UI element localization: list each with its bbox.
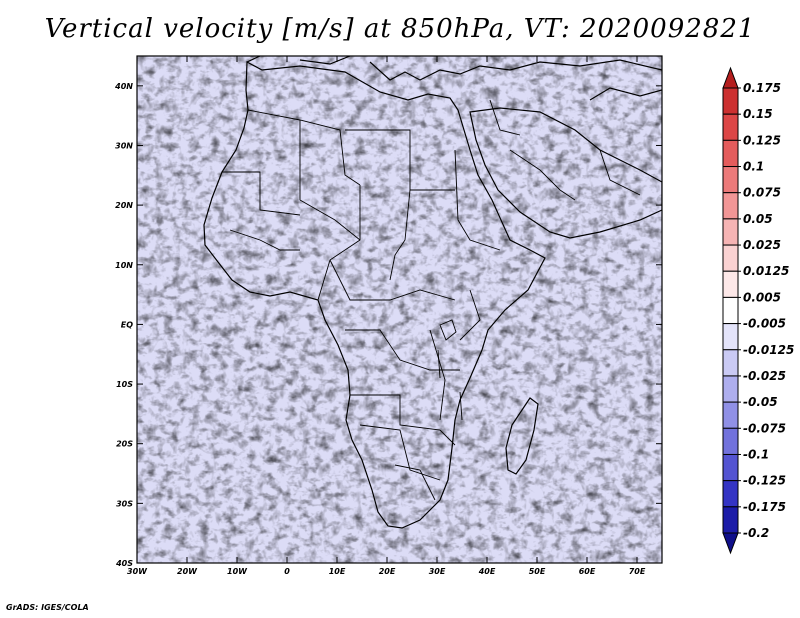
colorbar-swatch — [722, 506, 739, 534]
lat-label: 40N — [114, 82, 133, 91]
plot-frame — [136, 55, 663, 564]
colorbar-label: -0.175 — [743, 500, 786, 514]
colorbar-swatch — [722, 244, 739, 272]
colorbar-swatch — [722, 453, 739, 482]
colorbar-label: 0.025 — [743, 238, 781, 252]
colorbar-swatch — [722, 270, 739, 298]
lon-label: 20E — [379, 567, 396, 576]
colorbar-label: 0.175 — [743, 81, 781, 95]
lon-label: 70E — [629, 567, 646, 576]
lat-label: 30N — [115, 141, 133, 150]
madagascar-coastline — [505, 397, 539, 475]
latitude-axis: 40N 30N 20N 10N EQ 10S 20S 30S 40S — [114, 82, 662, 568]
country-borders — [222, 99, 641, 501]
lon-label: 50E — [529, 567, 546, 576]
colorbar-swatch — [722, 323, 739, 351]
colorbar-swatch — [722, 401, 739, 429]
colorbar-label: 0.075 — [743, 186, 781, 200]
colorbar-swatch — [722, 349, 739, 377]
colorbar-top-triangle — [722, 66, 739, 89]
colorbar-label: -0.075 — [743, 421, 786, 435]
colorbar-swatch — [722, 375, 739, 403]
arabia-coastline — [469, 107, 662, 239]
lon-label: 10W — [227, 567, 248, 576]
chart-title: Vertical velocity [m/s] at 850hPa, VT: 2… — [44, 14, 756, 44]
lon-label: 40E — [478, 567, 496, 576]
colorbar-label: -0.0125 — [743, 343, 794, 357]
lon-label: 60E — [579, 567, 596, 576]
lat-label: 20S — [116, 440, 133, 449]
colorbar-swatch — [722, 192, 739, 220]
africa-coastline — [203, 61, 546, 529]
lat-label: 20N — [115, 201, 133, 210]
lat-label: 40S — [115, 559, 133, 568]
colorbar-label: 0.005 — [743, 290, 781, 304]
colorbar-swatch — [722, 218, 739, 246]
coastlines — [203, 56, 662, 529]
colorbar-label: 0.15 — [743, 107, 773, 121]
lat-label: EQ — [121, 320, 133, 329]
lon-label: 0 — [284, 567, 290, 576]
colorbar-label: 0.1 — [743, 160, 764, 174]
lat-label: 10S — [116, 380, 133, 389]
lat-label: 10N — [115, 261, 133, 270]
lon-label: 10E — [329, 567, 346, 576]
colorbar-label: 0.0125 — [743, 264, 789, 278]
lakes — [437, 319, 463, 421]
colorbar-label: -0.05 — [743, 395, 778, 409]
colorbar-swatch — [722, 166, 739, 194]
colorbar-swatch — [722, 113, 739, 141]
velocity-field — [137, 56, 662, 563]
colorbar-label: -0.025 — [743, 369, 786, 383]
colorbar-bottom-triangle — [722, 532, 739, 555]
colorbar-label: 0.05 — [743, 212, 773, 226]
colorbar-swatch — [722, 139, 739, 168]
longitude-axis: 30W 20W 10W 0 10E 20E 30E 40E 50E 60E 70E — [127, 56, 646, 576]
credit-text: GrADS: IGES/COLA — [6, 603, 89, 612]
colorbar-label: -0.1 — [743, 447, 769, 461]
lat-label: 30S — [116, 499, 133, 508]
lon-label: 20W — [177, 567, 198, 576]
lon-label: 30W — [127, 567, 148, 576]
colorbar-label: -0.2 — [743, 526, 769, 540]
colorbar: 0.175 0.15 0.125 0.1 0.075 0.05 0.025 0.0125 0.0… — [722, 66, 794, 555]
colorbar-swatch — [722, 480, 739, 508]
colorbar-label: -0.005 — [743, 317, 786, 331]
lon-label: 30E — [429, 567, 446, 576]
colorbar-swatch — [722, 296, 739, 325]
colorbar-swatch — [722, 427, 739, 455]
colorbar-label: -0.125 — [743, 474, 786, 488]
colorbar-label: 0.125 — [743, 133, 781, 147]
colorbar-swatch — [722, 87, 739, 115]
europe-coastline — [246, 56, 662, 81]
